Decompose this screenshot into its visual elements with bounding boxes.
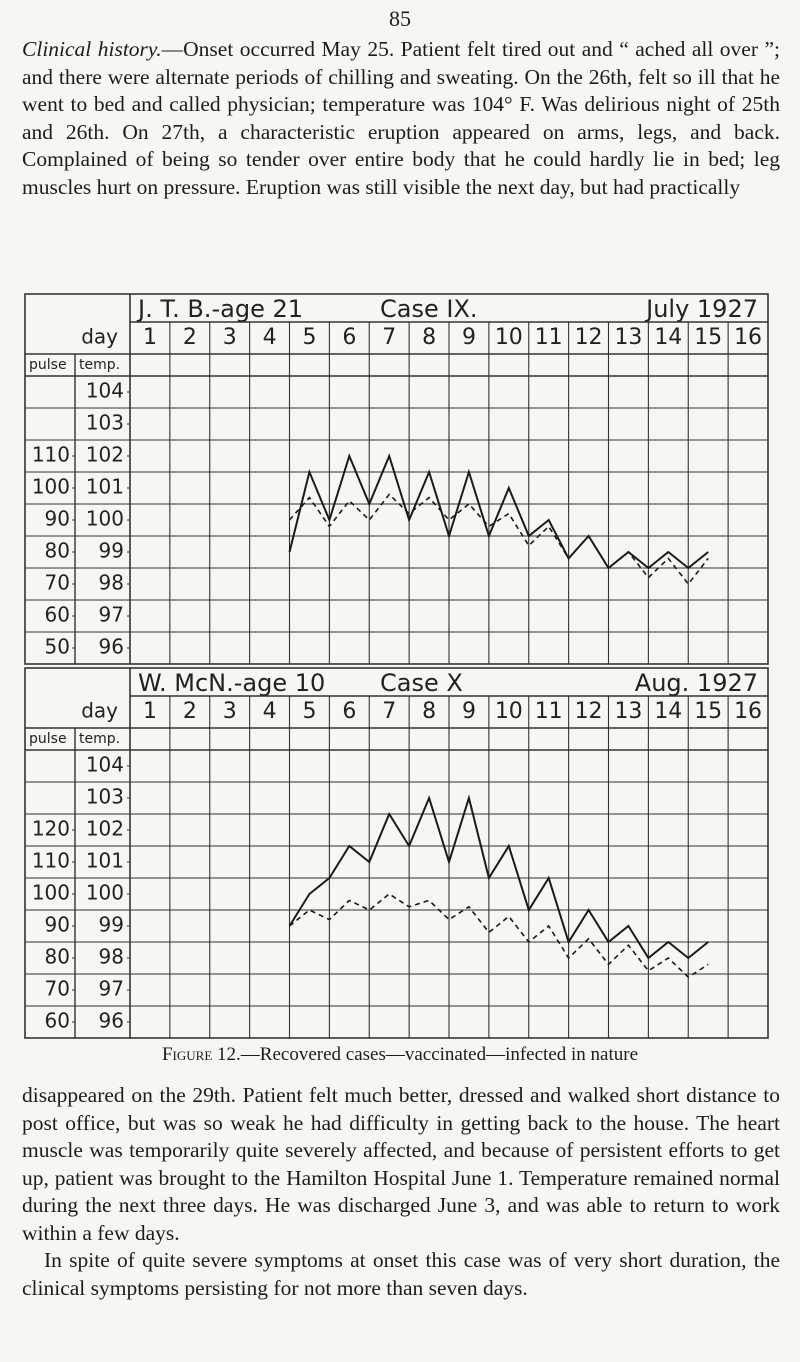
day-number: 4 (263, 699, 277, 724)
figure: J. T. B.-age 21 Case IX. July 1927 day pulse… (24, 293, 769, 1039)
caption-label: Figure 12. (161, 1044, 241, 1065)
pulse-tick-label: 60 (45, 1009, 70, 1033)
pulse-line (288, 893, 709, 979)
pulse-label: pulse (29, 357, 67, 373)
pulse-tick-label: 50 (45, 635, 70, 659)
day-number: 10 (495, 325, 523, 350)
pulse-tick-label: 120 (32, 817, 70, 841)
temperature-line (288, 794, 709, 960)
temp-tick-label: 102 (86, 817, 124, 841)
day-number: 7 (382, 699, 396, 724)
temp-label: temp. (79, 731, 120, 747)
day-number: 6 (342, 325, 356, 350)
day-number: 3 (223, 325, 237, 350)
day-number: 15 (694, 699, 722, 724)
day-number: 9 (462, 699, 476, 724)
day-number: 8 (422, 325, 436, 350)
patient: W. McN.-age 10 (138, 669, 325, 697)
day-number: 15 (694, 325, 722, 350)
figure-caption: Figure 12.—Recovered cases—vaccinated—in… (0, 1044, 800, 1066)
pulse-tick-label: 90 (45, 913, 70, 937)
temp-tick-label: 96 (99, 635, 124, 659)
paragraph: Clinical history.—Onset occurred May 25.… (22, 36, 780, 201)
pulse-tick-label: 110 (32, 443, 70, 467)
pulse-tick-label: 110 (32, 849, 70, 873)
page-number: 85 (389, 6, 411, 31)
day-number: 11 (535, 699, 563, 724)
case: Case IX. (380, 295, 478, 323)
day-number: 6 (342, 699, 356, 724)
pulse-label: pulse (29, 731, 67, 747)
day-number: 1 (143, 699, 157, 724)
temp-tick-label: 104 (86, 379, 124, 403)
pulse-tick-label: 100 (32, 475, 70, 499)
day-number: 5 (302, 699, 316, 724)
day-label: day (81, 699, 118, 723)
pulse-tick-label: 80 (45, 539, 70, 563)
day-number: 12 (575, 325, 603, 350)
day-number: 16 (734, 699, 762, 724)
temp-tick-label: 102 (86, 443, 124, 467)
paragraph: In spite of quite severe symptoms at ons… (22, 1248, 780, 1300)
paragraph-text: —Onset occurred May 25. Patient felt tir… (22, 37, 780, 199)
chart-frame (24, 667, 769, 1039)
day-number: 3 (223, 699, 237, 724)
day-number: 13 (614, 699, 642, 724)
temp-tick-label: 103 (86, 785, 124, 809)
temp-tick-label: 96 (99, 1009, 124, 1033)
temp-tick-label: 99 (99, 539, 124, 563)
day-number: 2 (183, 699, 197, 724)
day-number: 12 (575, 699, 603, 724)
day-number: 2 (183, 325, 197, 350)
chart-frame (24, 293, 769, 665)
date: July 1927 (644, 295, 758, 323)
day-number: 14 (654, 699, 682, 724)
temp-tick-label: 97 (99, 603, 124, 627)
pulse-tick-label: 100 (32, 881, 70, 905)
day-number: 1 (143, 325, 157, 350)
day-number: 13 (614, 325, 642, 350)
case: Case X (380, 669, 463, 697)
pulse-tick-label: 60 (45, 603, 70, 627)
day-number: 5 (302, 325, 316, 350)
temp-tick-label: 98 (99, 571, 124, 595)
day-number: 10 (495, 699, 523, 724)
run-in-heading: Clinical history. (22, 37, 162, 61)
temp-tick-label: 100 (86, 507, 124, 531)
pulse-tick-label: 70 (45, 977, 70, 1001)
temp-tick-label: 100 (86, 881, 124, 905)
pulse-line (288, 493, 709, 586)
day-number: 8 (422, 699, 436, 724)
temp-tick-label: 104 (86, 753, 124, 777)
temp-tick-label: 101 (86, 475, 124, 499)
day-number: 11 (535, 325, 563, 350)
bottom-text: disappeared on the 29th. Patient felt mu… (22, 1082, 780, 1302)
pulse-tick-label: 80 (45, 945, 70, 969)
pulse-tick-label: 90 (45, 507, 70, 531)
day-number: 4 (263, 325, 277, 350)
day-number: 9 (462, 325, 476, 350)
temp-tick-label: 103 (86, 411, 124, 435)
day-number: 16 (734, 325, 762, 350)
temp-label: temp. (79, 357, 120, 373)
temp-tick-label: 99 (99, 913, 124, 937)
day-number: 7 (382, 325, 396, 350)
temp-tick-label: 98 (99, 945, 124, 969)
temperature-line (288, 453, 709, 570)
day-number: 14 (654, 325, 682, 350)
temp-tick-label: 101 (86, 849, 124, 873)
caption-text: —Recovered cases—vaccinated—infected in … (240, 1044, 639, 1065)
paragraph: disappeared on the 29th. Patient felt mu… (22, 1083, 780, 1245)
day-label: day (81, 325, 118, 349)
date: Aug. 1927 (635, 669, 758, 697)
pulse-tick-label: 70 (45, 571, 70, 595)
temp-tick-label: 97 (99, 977, 124, 1001)
patient: J. T. B.-age 21 (136, 295, 303, 323)
